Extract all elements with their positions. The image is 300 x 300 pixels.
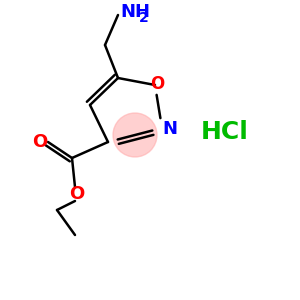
Text: 2: 2 [139, 11, 149, 25]
Circle shape [113, 113, 157, 157]
Text: O: O [150, 75, 164, 93]
Text: HCl: HCl [201, 120, 249, 144]
Text: O: O [69, 185, 85, 203]
Text: NH: NH [120, 3, 150, 21]
Text: O: O [32, 133, 48, 151]
Text: N: N [163, 120, 178, 138]
